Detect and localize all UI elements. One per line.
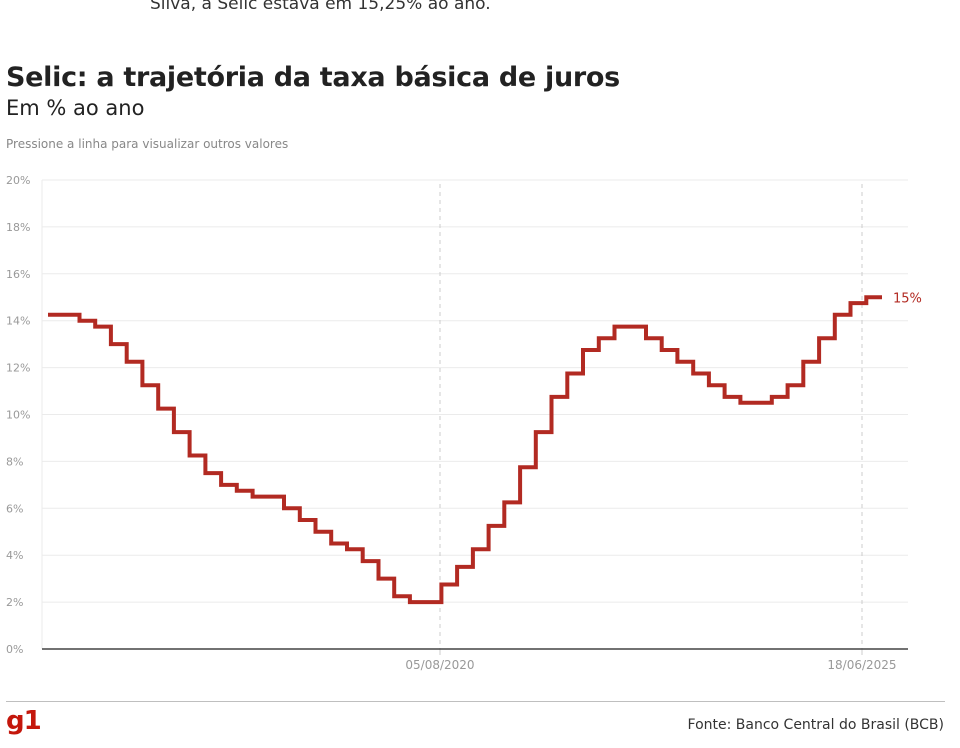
y-tick-label: 20% — [6, 174, 30, 187]
x-tick-label: 18/06/2025 — [827, 658, 896, 672]
y-tick-label: 0% — [6, 643, 23, 656]
x-tick-label: 05/08/2020 — [405, 658, 474, 672]
end-value-label: 15% — [893, 291, 922, 306]
g1-logo[interactable]: g1 — [6, 706, 42, 736]
y-tick-label: 6% — [6, 502, 23, 515]
y-tick-label: 16% — [6, 268, 30, 281]
interaction-hint: Pressione a linha para visualizar outros… — [6, 137, 289, 151]
y-tick-label: 18% — [6, 221, 30, 234]
chart-title: Selic: a trajetória da taxa básica de ju… — [6, 62, 620, 93]
y-tick-label: 4% — [6, 549, 23, 562]
y-tick-label: 10% — [6, 409, 30, 422]
intro-text-fragment: Silva, a Selic estava em 15,25% ao ano. — [150, 0, 491, 14]
y-tick-label: 2% — [6, 596, 23, 609]
y-tick-label: 14% — [6, 315, 30, 328]
source-note: Fonte: Banco Central do Brasil (BCB) — [687, 717, 944, 733]
y-tick-label: 8% — [6, 455, 23, 468]
selic-series-line[interactable] — [48, 295, 882, 605]
selic-chart[interactable]: 0% 2% 4% 6% 8% 10% 12% 14% 16% 18% 20% 05/08/2020 18… — [0, 160, 960, 680]
footer-divider — [6, 701, 945, 702]
y-tick-label: 12% — [6, 362, 30, 375]
chart-subtitle: Em % ao ano — [6, 96, 145, 120]
